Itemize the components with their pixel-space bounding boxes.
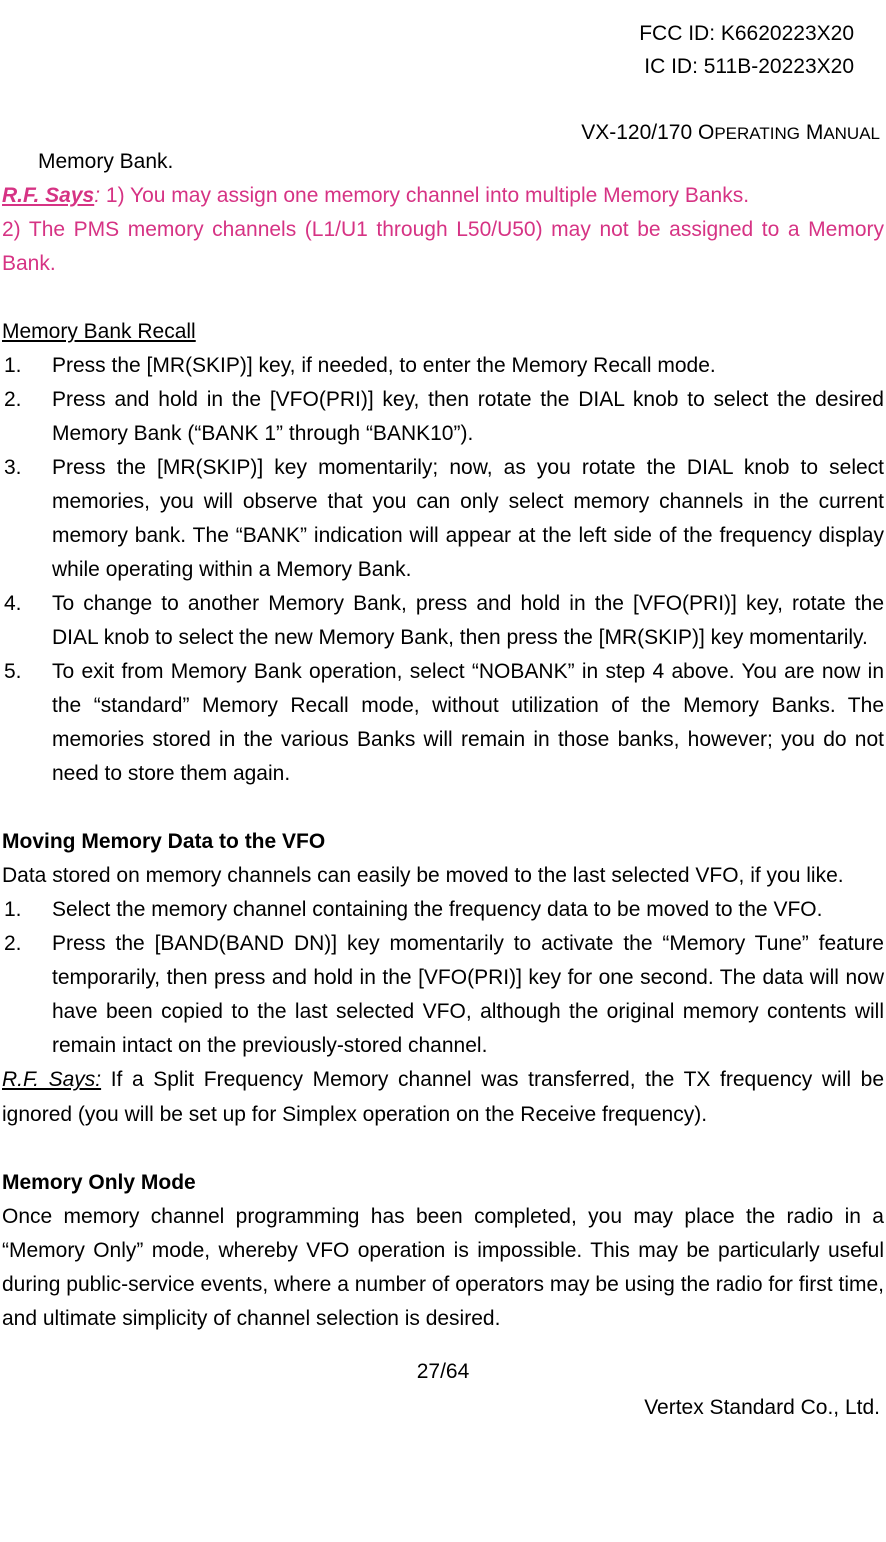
memory-only-para: Once memory channel programming has been… — [2, 1200, 884, 1336]
list-number: 3. — [2, 451, 52, 485]
list-number: 2. — [2, 383, 52, 417]
heading-memory-only: Memory Only Mode — [2, 1166, 884, 1200]
list-number: 4. — [2, 587, 52, 621]
header-block: FCC ID: K6620223X20 IC ID: 511B-20223X20 — [0, 18, 886, 83]
list-text: To exit from Memory Bank operation, sele… — [52, 655, 884, 791]
list-number: 1. — [2, 893, 52, 927]
spacer — [2, 281, 884, 315]
moving-rf-text: If a Split Frequency Memory channel was … — [2, 1068, 884, 1125]
list-item: 1.Select the memory channel containing t… — [2, 893, 884, 927]
page-number: 27/64 — [0, 1360, 886, 1384]
list-text: Press the [BAND(BAND DN)] key momentaril… — [52, 927, 884, 1063]
list-item: 2.Press and hold in the [VFO(PRI)] key, … — [2, 383, 884, 451]
list-text: Press the [MR(SKIP)] key momentarily; no… — [52, 451, 884, 587]
moving-rf-note: R.F. Says: If a Split Frequency Memory c… — [2, 1063, 884, 1131]
list-item: 5.To exit from Memory Bank operation, se… — [2, 655, 884, 791]
ic-id: IC ID: 511B-20223X20 — [0, 51, 854, 84]
rf-note-2: 2) The PMS memory channels (L1/U1 throug… — [2, 213, 884, 281]
moving-list: 1.Select the memory channel containing t… — [2, 893, 884, 1063]
heading-moving-memory: Moving Memory Data to the VFO — [2, 825, 884, 859]
spacer — [2, 1132, 884, 1166]
spacer — [2, 791, 884, 825]
list-item: 1.Press the [MR(SKIP)] key, if needed, t… — [2, 349, 884, 383]
manual-title-text: VX-120/170 OPERATING MANUAL — [581, 121, 880, 144]
document-page: FCC ID: K6620223X20 IC ID: 511B-20223X20… — [0, 0, 886, 1542]
rf-note-block: R.F. Says: 1) You may assign one memory … — [2, 179, 884, 213]
rf-says-label: R.F. Says — [2, 184, 94, 207]
list-number: 1. — [2, 349, 52, 383]
manual-title: VX-120/170 OPERATING MANUAL — [0, 121, 886, 145]
list-item: 3.Press the [MR(SKIP)] key momentarily; … — [2, 451, 884, 587]
list-text: To change to another Memory Bank, press … — [52, 587, 884, 655]
list-item: 2.Press the [BAND(BAND DN)] key momentar… — [2, 927, 884, 1063]
rf-says-label-plain: R.F. Says: — [2, 1068, 101, 1091]
footer-company: Vertex Standard Co., Ltd. — [0, 1396, 886, 1420]
list-text: Select the memory channel containing the… — [52, 893, 884, 927]
list-number: 5. — [2, 655, 52, 689]
list-number: 2. — [2, 927, 52, 961]
list-item: 4.To change to another Memory Bank, pres… — [2, 587, 884, 655]
recall-list: 1.Press the [MR(SKIP)] key, if needed, t… — [2, 349, 884, 791]
memory-bank-continuation: Memory Bank. — [2, 145, 884, 179]
list-text: Press the [MR(SKIP)] key, if needed, to … — [52, 349, 884, 383]
list-text: Press and hold in the [VFO(PRI)] key, th… — [52, 383, 884, 451]
heading-memory-bank-recall: Memory Bank Recall — [2, 315, 884, 349]
rf-note-1: 1) You may assign one memory channel int… — [100, 184, 749, 207]
moving-intro: Data stored on memory channels can easil… — [2, 859, 884, 893]
body-area: Memory Bank. R.F. Says: 1) You may assig… — [0, 145, 886, 1336]
fcc-id: FCC ID: K6620223X20 — [0, 18, 854, 51]
